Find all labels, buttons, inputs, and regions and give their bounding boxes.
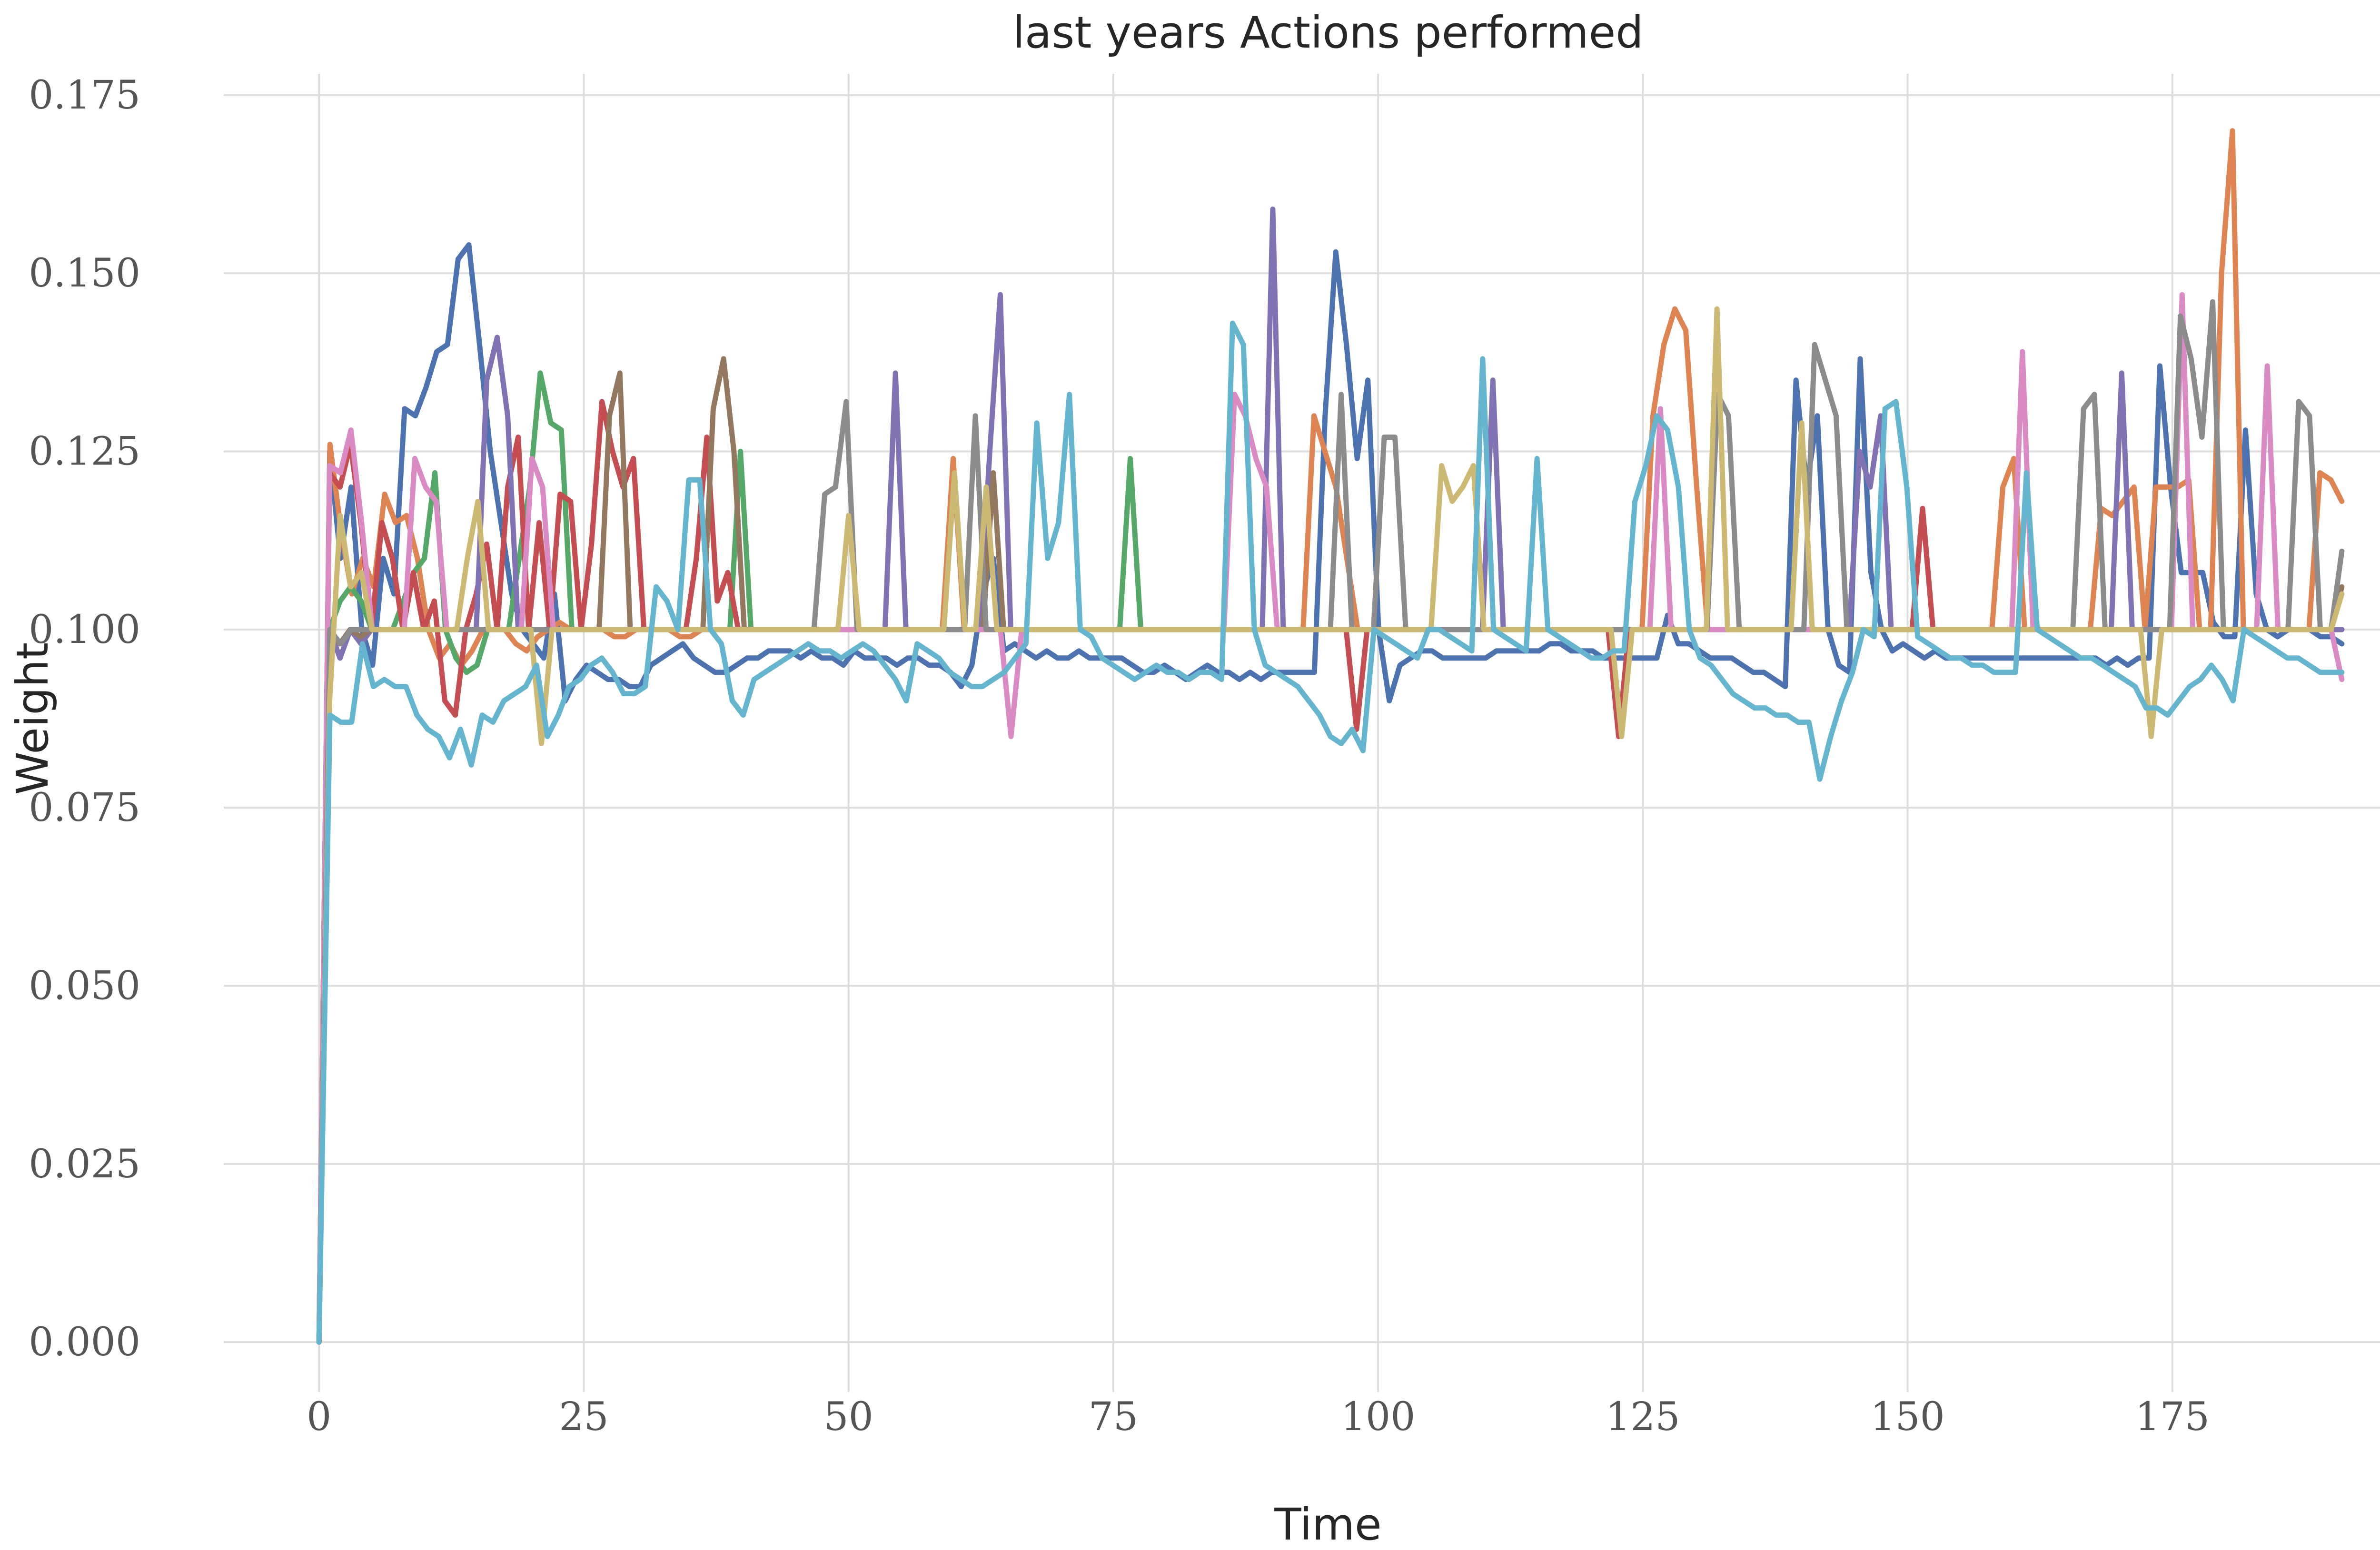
x-tick-label: 125	[1606, 1394, 1680, 1440]
y-tick-label: 0.025	[29, 1142, 140, 1187]
y-tick-label: 0.050	[29, 964, 140, 1009]
x-tick-label: 25	[559, 1394, 608, 1440]
series-line-1	[316, 242, 2345, 1345]
series-group	[316, 128, 2345, 1345]
y-axis-label: Weight	[7, 642, 58, 795]
x-axis-label: Time	[1274, 1499, 1381, 1550]
series-line-9	[316, 306, 2345, 1345]
y-tick-label: 0.100	[29, 607, 140, 652]
x-tick-label: 50	[824, 1394, 873, 1440]
x-tick-label: 150	[1870, 1394, 1945, 1440]
y-tick-label: 0.125	[29, 429, 140, 474]
series-line-10	[316, 320, 2345, 1345]
y-tick-label: 0.150	[29, 251, 140, 296]
series-line-4	[316, 399, 2345, 1345]
tick-labels: 0.000 0.025 0.050 0.075 0.100 0.125 0.150 0.175…	[29, 73, 2210, 1440]
x-tick-label: 175	[2135, 1394, 2210, 1440]
chart-title: last years Actions performed	[1012, 7, 1643, 58]
x-tick-label: 0	[307, 1394, 331, 1440]
x-tick-label: 75	[1089, 1394, 1138, 1440]
y-tick-label: 0.000	[29, 1320, 140, 1365]
series-line-3	[316, 370, 2345, 1345]
x-tick-label: 100	[1341, 1394, 1416, 1440]
y-tick-label: 0.075	[29, 785, 140, 830]
y-tick-label: 0.175	[29, 73, 140, 118]
series-line-6	[316, 356, 2345, 1345]
